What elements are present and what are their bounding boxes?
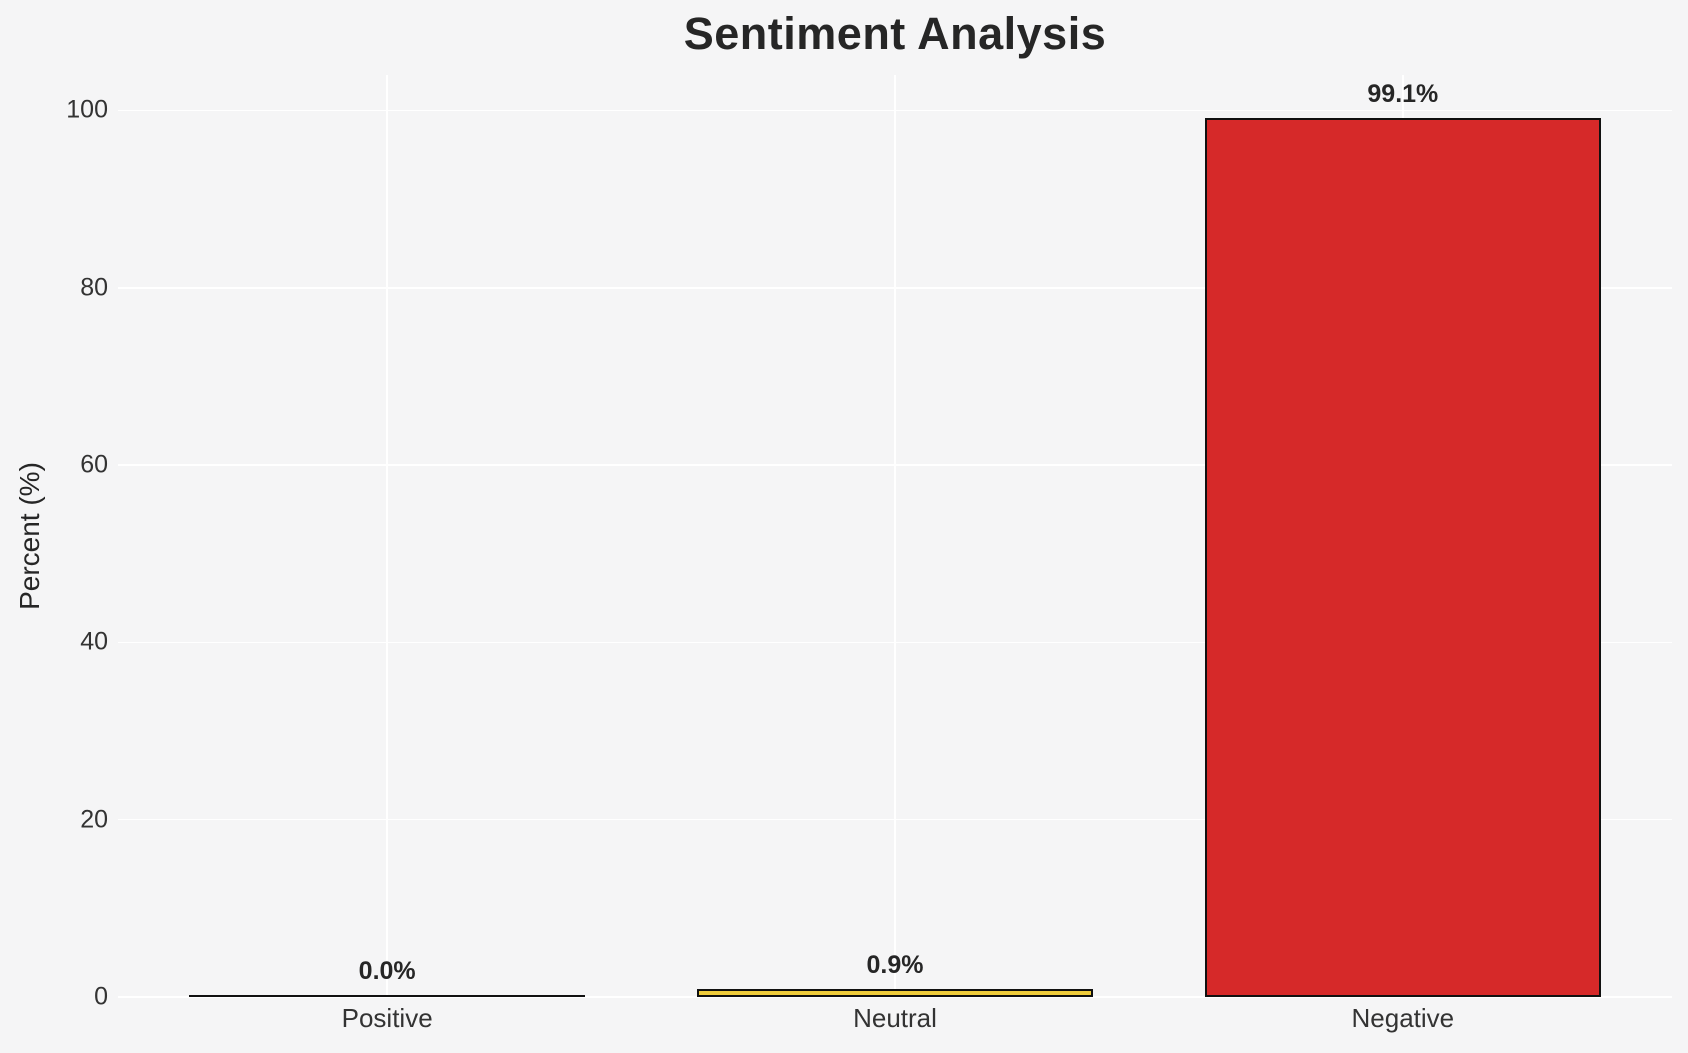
y-tick-label: 20 <box>80 805 108 834</box>
y-tick-label: 40 <box>80 627 108 656</box>
x-tick-label-negative: Negative <box>1351 1003 1455 1033</box>
y-tick-label: 80 <box>80 273 108 302</box>
value-label-neutral: 0.9% <box>866 951 924 980</box>
bar-negative <box>1204 118 1601 997</box>
y-tick-label: 60 <box>80 450 108 479</box>
y-tick-label: 100 <box>66 95 108 124</box>
x-tick-label-positive: Positive <box>341 1003 433 1033</box>
x-gridline <box>386 75 388 997</box>
chart-title: Sentiment Analysis <box>683 8 1107 59</box>
x-gridline <box>894 75 896 997</box>
plot-area: 0.0% 0.9% 99.1% <box>118 75 1672 998</box>
y-gridline <box>118 996 1672 998</box>
x-tick-label-neutral: Neutral <box>853 1003 937 1033</box>
y-tick-label: 0 <box>94 982 108 1011</box>
value-label-positive: 0.0% <box>358 957 416 985</box>
bar-neutral <box>696 989 1094 997</box>
y-axis-label: Percent (%) <box>14 462 45 610</box>
value-label-negative: 99.1% <box>1367 80 1439 109</box>
bar-positive <box>189 995 586 997</box>
